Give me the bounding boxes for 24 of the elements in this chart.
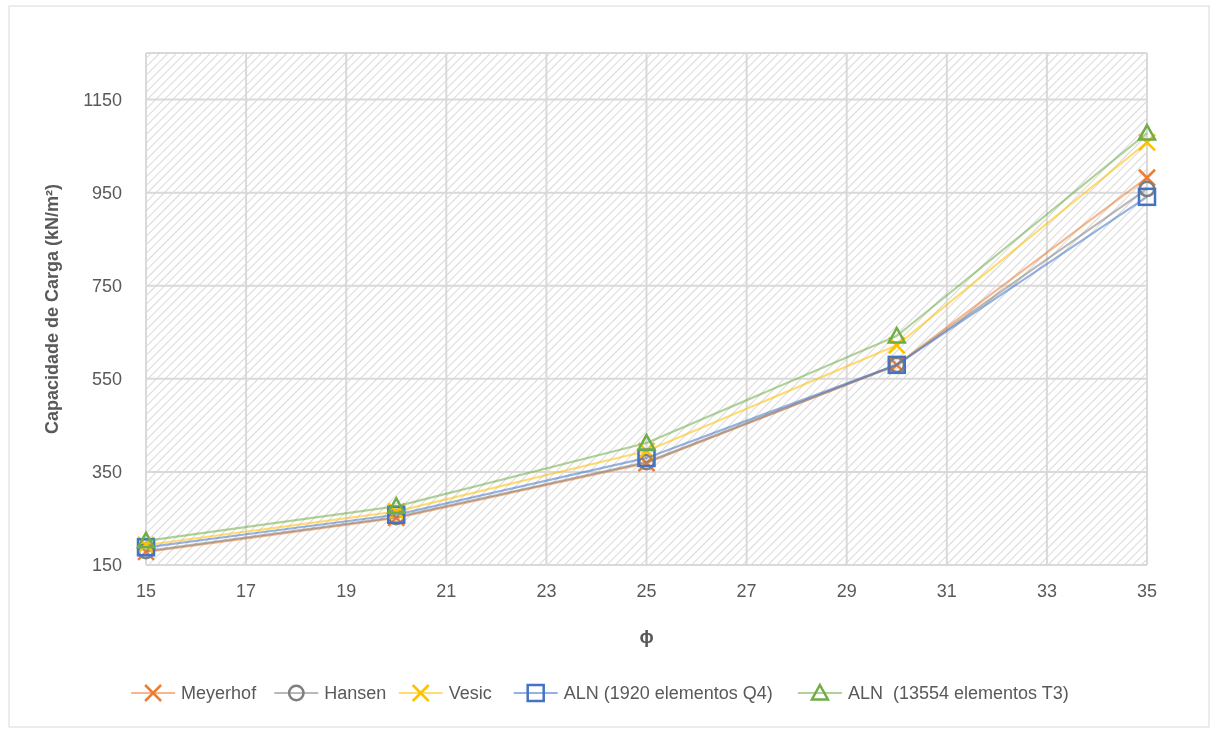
legend-label: Hansen (324, 683, 387, 704)
y-tick-label: 550 (91, 369, 122, 390)
x-tick-label: 35 (1136, 581, 1158, 601)
y-tick-label: 1150 (83, 89, 122, 110)
x-tick-label: 21 (436, 581, 457, 601)
y-tick-label: 350 (91, 462, 122, 483)
x-tick-label: 23 (536, 581, 557, 601)
x-tick-label: 27 (736, 581, 757, 601)
y-tick-label: 750 (91, 276, 122, 297)
x-tick-label: 17 (236, 581, 257, 601)
x-tick-label: 33 (1036, 581, 1057, 601)
legend-label: Vesic (448, 683, 492, 704)
x-tick-label: 31 (936, 581, 957, 601)
legend-label: ALN (13554 elementos T3) (847, 683, 1069, 704)
y-axis-title: Capacidade de Carga (kN/m²) (42, 183, 62, 435)
y-tick-label: 950 (91, 182, 122, 203)
x-tick-label: 19 (336, 581, 357, 601)
y-tick-label: 150 (91, 555, 122, 576)
x-tick-label: 25 (636, 581, 657, 601)
x-tick-label: 29 (836, 581, 857, 601)
legend-label: ALN (1920 elementos Q4) (563, 683, 773, 704)
x-tick-label: 15 (135, 581, 157, 601)
x-axis-title: ϕ (639, 626, 654, 647)
legend-label: Meyerhof (181, 683, 258, 704)
